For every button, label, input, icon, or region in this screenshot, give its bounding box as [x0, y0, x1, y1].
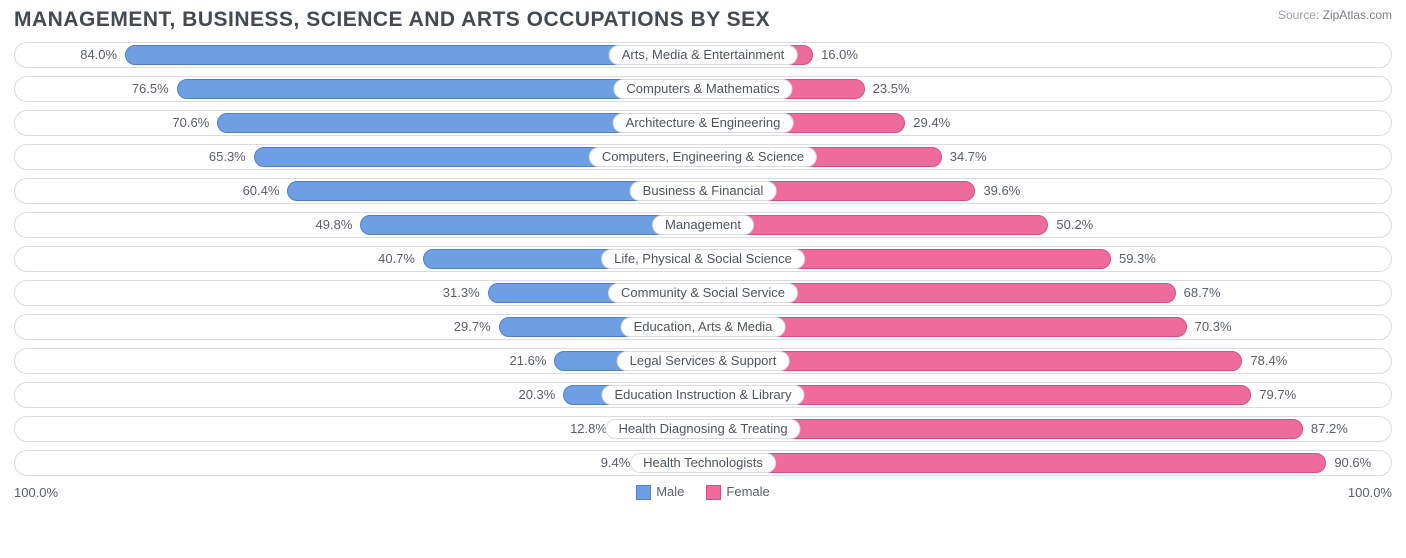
female-pct: 23.5% [873, 77, 910, 102]
chart-row: 20.3% 79.7% Education Instruction & Librar… [14, 382, 1392, 408]
male-pct: 12.8% [570, 417, 607, 442]
chart-row: 70.6% 29.4% Architecture & Engineering [14, 110, 1392, 136]
female-pct: 39.6% [983, 179, 1020, 204]
male-pct: 49.8% [316, 213, 353, 238]
chart-row: 21.6% 78.4% Legal Services & Support [14, 348, 1392, 374]
category-label: Computers, Engineering & Science [589, 147, 817, 167]
male-pct: 70.6% [172, 111, 209, 136]
category-label: Health Technologists [630, 453, 776, 473]
female-pct: 90.6% [1334, 451, 1371, 476]
chart-row: 12.8% 87.2% Health Diagnosing & Treating [14, 416, 1392, 442]
category-label: Business & Financial [630, 181, 777, 201]
chart-row: 9.4% 90.6% Health Technologists [14, 450, 1392, 476]
male-pct: 60.4% [243, 179, 280, 204]
female-pct: 29.4% [913, 111, 950, 136]
chart-row: 40.7% 59.3% Life, Physical & Social Scienc… [14, 246, 1392, 272]
category-label: Life, Physical & Social Science [601, 249, 805, 269]
legend-female-swatch [706, 485, 721, 500]
category-label: Education, Arts & Media [621, 317, 786, 337]
occupations-chart: 84.0% 16.0% Arts, Media & Entertainment 76.… [14, 42, 1392, 476]
male-pct: 40.7% [378, 247, 415, 272]
chart-row: 60.4% 39.6% Business & Financial [14, 178, 1392, 204]
male-pct: 76.5% [132, 77, 169, 102]
category-label: Health Diagnosing & Treating [605, 419, 800, 439]
legend: Male Female [636, 484, 770, 500]
legend-female: Female [706, 484, 769, 500]
category-label: Management [652, 215, 754, 235]
axis-legend-row: 100.0% Male Female 100.0% [14, 484, 1392, 500]
male-pct: 65.3% [209, 145, 246, 170]
legend-male-swatch [636, 485, 651, 500]
chart-title: MANAGEMENT, BUSINESS, SCIENCE AND ARTS O… [14, 8, 770, 32]
male-pct: 29.7% [454, 315, 491, 340]
axis-left-tick: 100.0% [14, 485, 74, 500]
female-pct: 87.2% [1311, 417, 1348, 442]
male-pct: 9.4% [601, 451, 631, 476]
chart-row: 29.7% 70.3% Education, Arts & Media [14, 314, 1392, 340]
male-pct: 84.0% [80, 43, 117, 68]
female-pct: 59.3% [1119, 247, 1156, 272]
female-pct: 78.4% [1250, 349, 1287, 374]
legend-male: Male [636, 484, 684, 500]
chart-row: 76.5% 23.5% Computers & Mathematics [14, 76, 1392, 102]
chart-row: 31.3% 68.7% Community & Social Service [14, 280, 1392, 306]
legend-female-label: Female [726, 484, 769, 499]
category-label: Legal Services & Support [617, 351, 790, 371]
legend-male-label: Male [656, 484, 684, 499]
axis-right-tick: 100.0% [1332, 485, 1392, 500]
female-pct: 16.0% [821, 43, 858, 68]
female-pct: 79.7% [1259, 383, 1296, 408]
female-pct: 50.2% [1056, 213, 1093, 238]
female-bar [703, 453, 1326, 473]
chart-row: 84.0% 16.0% Arts, Media & Entertainment [14, 42, 1392, 68]
category-label: Community & Social Service [608, 283, 798, 303]
female-pct: 70.3% [1195, 315, 1232, 340]
category-label: Arts, Media & Entertainment [609, 45, 798, 65]
female-bar [703, 215, 1048, 235]
female-pct: 34.7% [950, 145, 987, 170]
source-label: Source: [1278, 8, 1319, 22]
male-pct: 21.6% [510, 349, 547, 374]
male-pct: 20.3% [518, 383, 555, 408]
chart-row: 49.8% 50.2% Management [14, 212, 1392, 238]
source-value: ZipAtlas.com [1323, 8, 1392, 22]
chart-row: 65.3% 34.7% Computers, Engineering & Scien… [14, 144, 1392, 170]
category-label: Computers & Mathematics [613, 79, 792, 99]
female-pct: 68.7% [1184, 281, 1221, 306]
source-attribution: Source: ZipAtlas.com [1278, 8, 1392, 22]
category-label: Architecture & Engineering [613, 113, 794, 133]
category-label: Education Instruction & Library [601, 385, 804, 405]
male-pct: 31.3% [443, 281, 480, 306]
